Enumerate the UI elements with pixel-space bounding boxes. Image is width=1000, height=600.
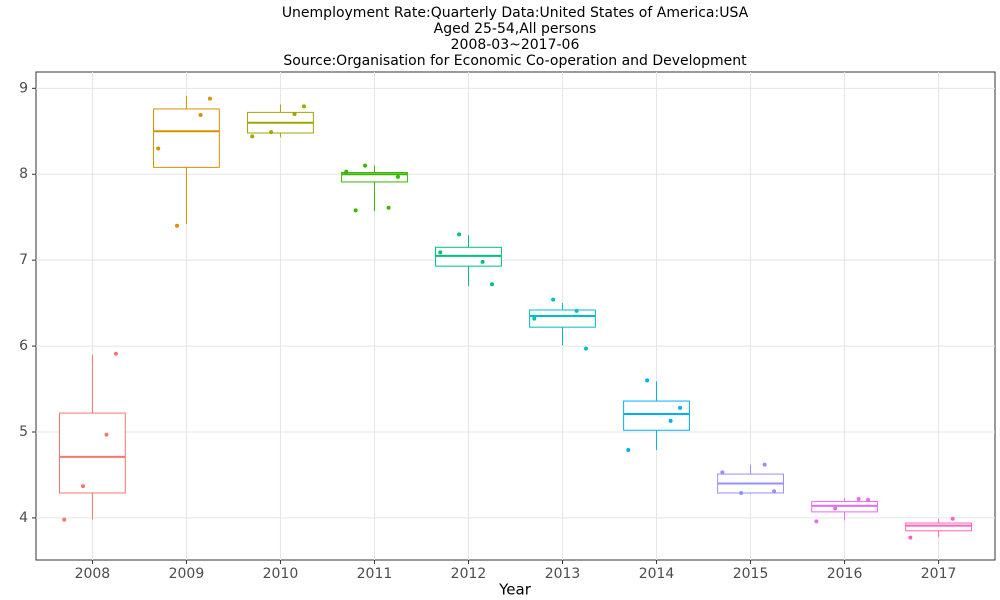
point bbox=[480, 259, 485, 264]
x-tick-label: 2015 bbox=[733, 566, 769, 582]
point bbox=[198, 112, 203, 117]
chart-subtitle: Source:Organisation for Economic Co-oper… bbox=[283, 53, 747, 69]
x-tick-label: 2011 bbox=[357, 566, 393, 582]
point bbox=[551, 297, 556, 302]
y-tick-label: 4 bbox=[19, 510, 28, 526]
point bbox=[344, 169, 349, 174]
point bbox=[626, 448, 631, 453]
point bbox=[866, 497, 871, 502]
point bbox=[386, 205, 391, 210]
point bbox=[457, 232, 462, 237]
point bbox=[104, 432, 109, 437]
y-tick-label: 9 bbox=[19, 80, 28, 96]
point bbox=[363, 163, 368, 168]
chart-title: Unemployment Rate:Quarterly Data:United … bbox=[282, 5, 749, 21]
point bbox=[292, 112, 297, 117]
point bbox=[574, 308, 579, 313]
x-tick-label: 2016 bbox=[827, 566, 863, 582]
x-tick-label: 2014 bbox=[639, 566, 675, 582]
box bbox=[905, 522, 972, 532]
box bbox=[341, 172, 408, 183]
point bbox=[814, 519, 819, 524]
y-tick-label: 6 bbox=[19, 338, 28, 354]
point bbox=[62, 517, 67, 522]
x-tick-label: 2012 bbox=[451, 566, 487, 582]
x-tick-label: 2009 bbox=[169, 566, 205, 582]
point bbox=[720, 470, 725, 475]
chart-subtitle: 2008-03~2017-06 bbox=[451, 37, 580, 53]
point bbox=[908, 535, 913, 540]
point bbox=[207, 96, 212, 101]
box bbox=[529, 309, 596, 328]
point bbox=[269, 130, 274, 135]
x-tick-label: 2013 bbox=[545, 566, 581, 582]
y-tick-label: 5 bbox=[19, 424, 28, 440]
point bbox=[950, 516, 955, 521]
point bbox=[762, 462, 767, 467]
point bbox=[856, 497, 861, 501]
point bbox=[113, 351, 118, 356]
box bbox=[623, 400, 690, 431]
point bbox=[175, 223, 180, 228]
point bbox=[772, 489, 777, 494]
point bbox=[833, 506, 838, 511]
point bbox=[645, 378, 650, 383]
point bbox=[250, 134, 255, 139]
point bbox=[81, 484, 86, 489]
point bbox=[301, 104, 306, 109]
point bbox=[739, 490, 744, 495]
point bbox=[438, 250, 443, 255]
point bbox=[156, 146, 161, 151]
chart-subtitle: Aged 25-54,All persons bbox=[434, 21, 597, 37]
y-tick-label: 8 bbox=[19, 166, 28, 182]
x-tick-label: 2010 bbox=[263, 566, 299, 582]
point bbox=[584, 346, 589, 351]
point bbox=[395, 174, 400, 179]
point bbox=[678, 405, 683, 410]
point bbox=[489, 282, 494, 287]
x-tick-label: 2017 bbox=[921, 566, 957, 582]
point bbox=[532, 316, 537, 321]
x-axis-title: Year bbox=[498, 581, 532, 599]
y-tick-label: 7 bbox=[19, 252, 28, 268]
point bbox=[353, 208, 358, 213]
box bbox=[153, 108, 220, 168]
point bbox=[668, 418, 673, 423]
x-tick-label: 2008 bbox=[75, 566, 111, 582]
box bbox=[59, 412, 126, 494]
